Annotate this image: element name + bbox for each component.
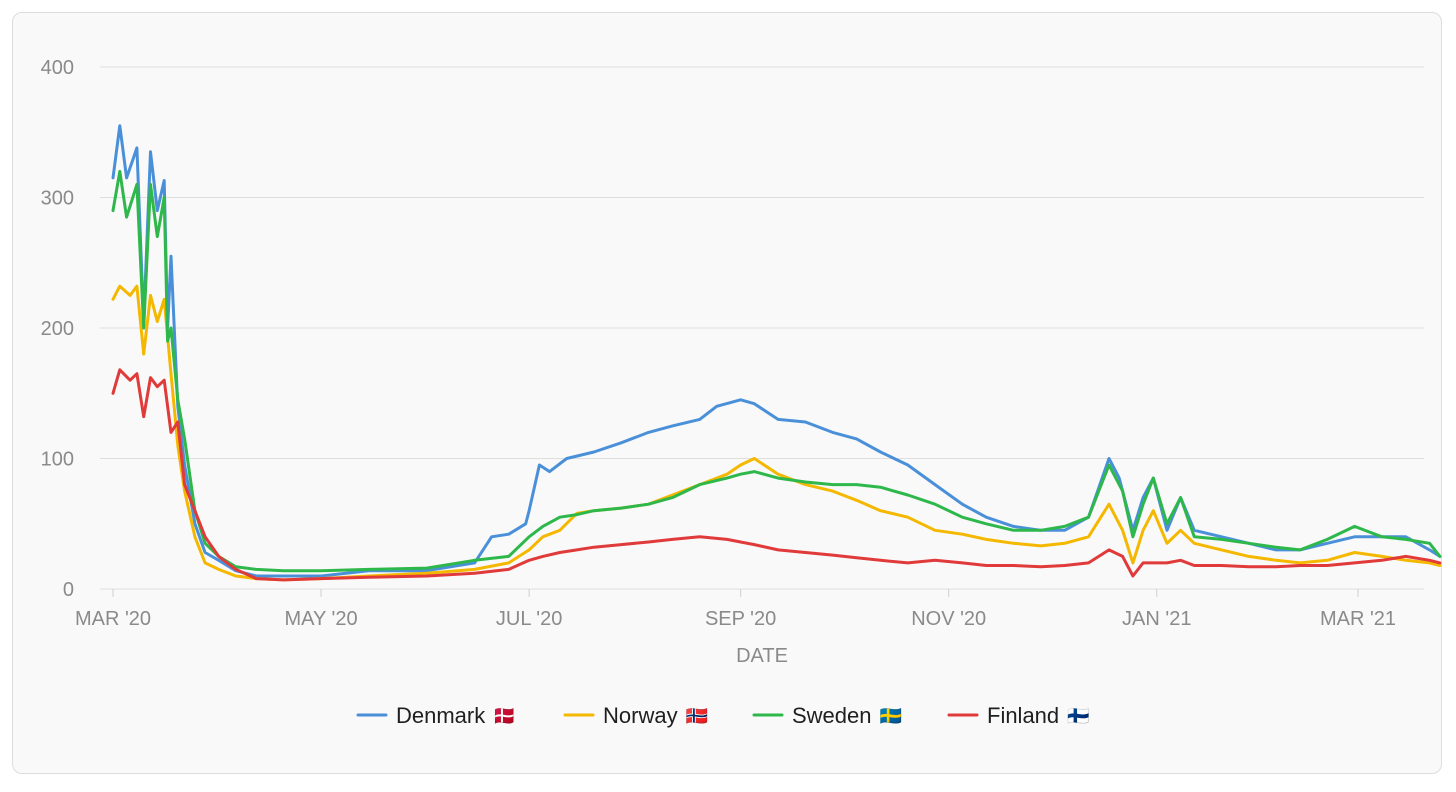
x-axis-title: DATE	[736, 645, 788, 667]
flag-icon-finland: 🇫🇮	[1067, 706, 1089, 726]
legend-label: Sweden	[792, 703, 872, 728]
y-tick-label: 200	[41, 318, 74, 340]
x-tick-label: SEP '20	[705, 608, 776, 630]
series-line-norway	[111, 284, 1442, 582]
legend-item-sweden[interactable]: Sweden 🇸🇪	[752, 703, 902, 728]
flag-icon-denmark: 🇩🇰	[493, 705, 515, 726]
x-tick-label: NOV '20	[911, 608, 986, 630]
flag-icon-norway: 🇳🇴	[686, 706, 708, 726]
x-tick-label: JAN '21	[1122, 608, 1191, 630]
x-tick-label: JUL '20	[496, 608, 562, 630]
legend-item-denmark[interactable]: Denmark 🇩🇰	[356, 703, 516, 728]
x-tick-label: MAR '20	[75, 608, 151, 630]
gridlines	[100, 66, 1424, 590]
legend-item-norway[interactable]: Norway 🇳🇴	[563, 703, 708, 728]
series-line-denmark	[111, 124, 1442, 578]
flag-icon-sweden: 🇸🇪	[880, 706, 902, 726]
series-lines	[111, 124, 1442, 582]
legend-label: Denmark	[396, 703, 486, 728]
x-axis-ticks: MAR '20 MAY '20 JUL '20 SEP '20 NOV '20 JAN '…	[75, 589, 1396, 630]
legend-label: Finland	[987, 703, 1059, 728]
legend: Denmark 🇩🇰 Norway 🇳🇴 Sweden 🇸🇪 Finland 🇫🇮	[356, 703, 1090, 728]
y-tick-label: 100	[41, 449, 74, 471]
legend-label: Norway	[603, 703, 678, 728]
series-line-sweden	[111, 169, 1442, 573]
series-line-finland	[111, 368, 1442, 582]
x-tick-label: MAY '20	[285, 608, 358, 630]
x-tick-label: MAR '21	[1320, 608, 1396, 630]
y-tick-label: 0	[63, 579, 74, 601]
legend-item-finland[interactable]: Finland 🇫🇮	[947, 703, 1090, 728]
y-tick-label: 300	[41, 188, 74, 210]
chart-card	[12, 12, 1442, 774]
y-tick-label: 400	[41, 57, 74, 79]
y-axis-ticks: 0 100 200 300 400	[41, 57, 74, 601]
